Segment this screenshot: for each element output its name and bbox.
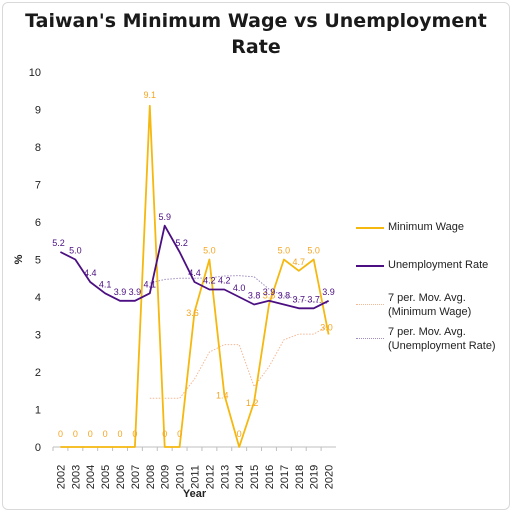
data-label-minimum-wage: 0 [103,429,108,439]
x-tick-label: 2005 [100,465,112,489]
legend-label-unemployment-rate: Unemployment Rate [388,259,489,271]
data-label-minimum-wage: 3.6 [186,308,199,318]
data-label-unemployment-rate: 3.7 [293,294,306,304]
x-tick-label: 2003 [70,465,82,489]
data-label-unemployment-rate: 4.1 [99,279,112,289]
y-tick-label: 9 [35,105,41,117]
data-label-minimum-wage: 1.4 [216,391,229,401]
data-label-unemployment-rate: 4.2 [218,276,231,286]
x-tick-label: 2012 [204,465,216,489]
data-label-unemployment-rate: 3.7 [307,294,320,304]
data-label-unemployment-rate: 3.8 [248,291,261,301]
data-label-unemployment-rate: 5.2 [52,238,65,248]
data-label-minimum-wage: 0 [237,429,242,439]
data-label-minimum-wage: 3.0 [320,323,333,333]
data-labels: 0 0 0 0 0 09.10 03.65.01.401.23.85.04.75.03.05… [52,90,335,439]
x-tick-label: 2019 [309,465,321,489]
data-label-unemployment-rate: 3.8 [278,291,291,301]
data-label-minimum-wage: 0 [118,429,123,439]
y-tick-label: 4 [35,292,41,304]
data-label-unemployment-rate: 4.4 [188,268,201,278]
x-tick-label: 2004 [85,465,97,489]
legend-swatch-minimum-wage [356,227,384,229]
series-line-unemployment-rate [59,224,330,310]
data-label-unemployment-rate: 3.9 [263,287,276,297]
x-tick-label: 2020 [324,465,336,489]
legend-label-mov-avg-minimum-wage: 7 per. Mov. Avg. (Minimum Wage) [388,292,472,318]
data-label-unemployment-rate: 4.1 [144,279,157,289]
x-axis-title: Year [183,488,207,500]
y-tick-label: 2 [35,367,41,379]
series-layer [59,104,330,448]
series-line-minimum-wage [60,104,330,448]
x-tick-label: 2010 [175,465,187,489]
data-label-unemployment-rate: 5.2 [175,238,188,248]
x-tick-label: 2007 [130,465,142,489]
y-tick-label: 8 [35,142,41,154]
series-line-7-per-mov-avg-unemployment-rate [149,275,329,304]
data-label-minimum-wage: 0 [162,429,167,439]
x-tick-label: 2006 [115,465,127,489]
series-line-7-per-mov-avg-minimum-wage [149,325,329,399]
x-tick-label: 2013 [219,465,231,489]
y-tick-label: 7 [35,180,41,192]
data-label-minimum-wage: 3.8 [263,291,276,301]
y-tick-label: 0 [35,442,41,454]
data-label-unemployment-rate: 4.2 [203,276,216,286]
y-tick-label: 1 [35,405,41,417]
x-tick-label: 2008 [145,465,157,489]
legend-swatch-mov-avg-minimum-wage [356,304,384,305]
chart-title: Taiwan's Minimum Wage vs Unemployment Ra… [25,10,487,58]
axes: 0 1 2 3 4 5 6 7 8 9 10 2002 2003 2004 2005 2006 2007 2008… [13,67,336,500]
data-label-minimum-wage: 0 [177,429,182,439]
x-tick-label: 2009 [160,465,172,489]
data-label-minimum-wage: 9.1 [144,90,157,100]
data-label-minimum-wage: 1.2 [246,398,259,408]
data-label-minimum-wage: 0 [132,429,137,439]
y-tick-label: 10 [29,67,41,79]
y-axis-title: % [13,254,25,264]
data-label-minimum-wage: 0 [88,429,93,439]
data-label-unemployment-rate: 5.0 [69,246,82,256]
x-tick-label: 2002 [55,465,67,489]
data-label-minimum-wage: 5.0 [307,246,320,256]
x-tick-label: 2017 [279,465,291,489]
data-label-unemployment-rate: 3.9 [322,287,335,297]
legend-label-minimum-wage: Minimum Wage [388,221,464,233]
legend-swatch-mov-avg-unemployment-rate [356,338,384,339]
y-tick-label: 6 [35,217,41,229]
data-label-unemployment-rate: 4.4 [84,268,97,278]
x-tick-label: 2011 [190,465,202,489]
x-tick-label: 2014 [234,465,246,489]
x-tick-label: 2018 [294,465,306,489]
data-label-minimum-wage: 5.0 [278,246,291,256]
data-label-unemployment-rate: 4.0 [233,283,246,293]
data-label-minimum-wage: 0 [73,429,78,439]
x-tick-label: 2015 [249,465,261,489]
data-label-minimum-wage: 4.7 [293,257,306,267]
data-label-minimum-wage: 0 [58,429,63,439]
legend-swatch-unemployment-rate [356,265,384,267]
data-label-minimum-wage: 5.0 [203,246,216,256]
data-label-unemployment-rate: 3.9 [114,287,127,297]
data-label-unemployment-rate: 5.9 [158,212,171,222]
data-label-unemployment-rate: 3.9 [129,287,142,297]
y-tick-label: 3 [35,330,41,342]
legend-label-mov-avg-unemployment-rate: 7 per. Mov. Avg. (Unemployment Rate) [388,326,496,352]
y-tick-label: 5 [35,255,41,267]
x-tick-label: 2016 [264,465,276,489]
